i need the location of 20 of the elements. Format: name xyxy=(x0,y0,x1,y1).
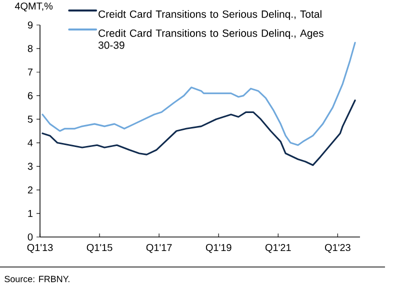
y-tick-label: 8 xyxy=(28,45,33,52)
y-axis-title: 4QMT,% xyxy=(14,2,53,12)
y-tick-label: 2 xyxy=(28,186,33,194)
y-tick-label: 6 xyxy=(28,92,33,100)
y-tick-label: 0 xyxy=(28,233,33,241)
y-tick-label: 3 xyxy=(28,162,33,170)
x-tick-label: Q1'17 xyxy=(146,244,172,253)
y-tick-label: 7 xyxy=(28,68,33,76)
y-tick-label: 4 xyxy=(28,139,33,146)
y-tick-label: 1 xyxy=(28,210,33,217)
source-note: Source: FRBNY. xyxy=(4,276,70,282)
x-tick-label: Q1'19 xyxy=(206,244,232,253)
y-tick-label: 5 xyxy=(28,116,33,123)
y-tick-label: 9 xyxy=(28,21,33,29)
x-tick-label: Q1'21 xyxy=(265,244,291,253)
legend-label: Credit Card Transitions to Serious Delinq., Ages 30-39 xyxy=(98,29,324,49)
x-tick-label: Q1'13 xyxy=(27,244,53,253)
x-tick-label: Q1'23 xyxy=(325,244,350,253)
legend-label: Creidt Card Transitions to Serious Delinq., Total xyxy=(98,10,322,20)
x-tick-label: Q1'15 xyxy=(86,244,112,253)
